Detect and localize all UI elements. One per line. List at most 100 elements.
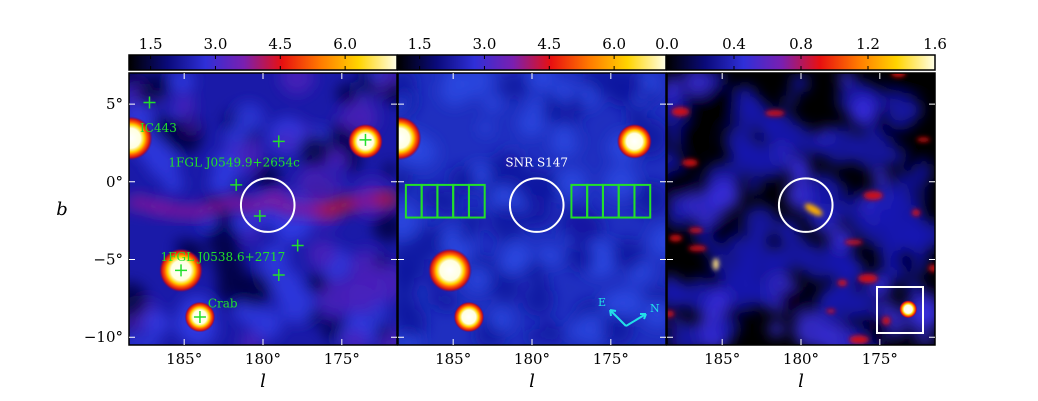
texture-blob bbox=[782, 124, 815, 157]
texture-blob bbox=[491, 273, 522, 304]
panel-3: 185° 180° 175° l 0.0 0.4 0.8 1.2 1.6 bbox=[655, 35, 947, 392]
x-tick-label: 180° bbox=[514, 350, 550, 368]
texture-blob bbox=[526, 328, 543, 345]
texture-blob bbox=[850, 97, 876, 123]
texture-blob bbox=[398, 241, 429, 281]
residual-blob bbox=[826, 308, 836, 314]
texture-blob bbox=[611, 238, 645, 272]
texture-blob bbox=[742, 204, 777, 240]
source-cross bbox=[272, 135, 285, 148]
texture-blob bbox=[422, 184, 445, 207]
source-cross bbox=[230, 178, 243, 191]
texture-blob bbox=[209, 170, 236, 197]
colorbar-tick-label: 4.5 bbox=[268, 35, 292, 53]
texture-blob bbox=[887, 73, 921, 97]
heatmap-image bbox=[667, 73, 935, 345]
texture-blob bbox=[820, 125, 860, 166]
texture-blob bbox=[479, 121, 493, 135]
texture-blob bbox=[701, 84, 742, 125]
residual-blob bbox=[928, 264, 935, 272]
colorbar-tick-label: 1.5 bbox=[408, 35, 432, 53]
texture-blob bbox=[613, 287, 644, 317]
x-tick-label: 185° bbox=[704, 350, 740, 368]
colorbar-tick-label: 6.0 bbox=[333, 35, 357, 53]
point-source bbox=[129, 116, 153, 161]
heatmap-image bbox=[129, 73, 397, 345]
texture-blob bbox=[522, 284, 555, 317]
y-tick-label: −5° bbox=[93, 251, 123, 269]
texture-blob bbox=[851, 130, 892, 171]
texture-blob bbox=[714, 318, 737, 341]
compass-north-label: N bbox=[650, 302, 660, 315]
texture-blob bbox=[239, 331, 264, 345]
x-axis-title: l bbox=[798, 371, 804, 392]
texture-blob bbox=[448, 165, 478, 195]
texture-blob bbox=[843, 185, 860, 203]
texture-blob bbox=[886, 98, 915, 127]
texture-blob bbox=[383, 163, 397, 178]
texture-blob bbox=[460, 210, 485, 234]
texture-blob bbox=[169, 73, 195, 94]
texture-blob bbox=[528, 73, 556, 91]
residual-blob bbox=[916, 137, 931, 142]
texture-blob bbox=[376, 325, 391, 340]
texture-blob bbox=[279, 73, 315, 95]
texture-blob bbox=[488, 204, 526, 242]
colorbar-tick-label: 1.2 bbox=[856, 35, 880, 53]
texture-blob bbox=[236, 271, 272, 308]
texture-blob bbox=[307, 239, 338, 269]
texture-blob bbox=[502, 241, 533, 271]
texture-blob bbox=[826, 180, 844, 198]
texture-blob bbox=[345, 155, 362, 172]
colorbar-tick-label: 6.0 bbox=[602, 35, 626, 53]
texture-blob bbox=[603, 165, 638, 199]
x-tick-label: 185° bbox=[435, 350, 471, 368]
background-region-box bbox=[633, 183, 652, 219]
label-j0549: 1FGL J0549.9+2654c bbox=[168, 155, 300, 169]
texture-blob bbox=[517, 166, 557, 206]
texture-blob bbox=[278, 287, 316, 324]
colorbar bbox=[128, 54, 398, 71]
texture-blob bbox=[436, 290, 459, 312]
texture-blob bbox=[707, 178, 742, 213]
texture-blob bbox=[667, 277, 687, 309]
texture-blob bbox=[905, 280, 923, 298]
x-tick-label: 175° bbox=[324, 350, 360, 368]
colorbar-tick-label: 0.4 bbox=[722, 35, 746, 53]
point-source bbox=[398, 116, 422, 161]
texture-blob bbox=[499, 73, 528, 100]
texture-blob bbox=[576, 312, 608, 344]
texture-blob bbox=[543, 248, 562, 266]
texture-blob bbox=[633, 181, 666, 217]
texture-blob bbox=[918, 331, 934, 345]
source-cross bbox=[253, 209, 266, 222]
texture-blob bbox=[297, 166, 332, 201]
residual-blob bbox=[882, 316, 891, 326]
source-cross bbox=[359, 133, 372, 146]
texture-blob bbox=[184, 119, 198, 133]
texture-blob bbox=[850, 278, 865, 293]
texture-blob bbox=[642, 89, 658, 105]
texture-blob bbox=[788, 158, 811, 181]
texture-blob bbox=[557, 168, 587, 198]
texture-blob bbox=[343, 329, 368, 345]
texture-blob bbox=[550, 127, 580, 157]
residual-blob bbox=[671, 107, 690, 117]
texture-blob bbox=[524, 211, 541, 228]
point-source bbox=[616, 123, 653, 159]
colorbar-tick-label: 3.0 bbox=[204, 35, 228, 53]
texture-blob bbox=[367, 73, 384, 82]
compass-east-label: E bbox=[598, 296, 606, 309]
source-cross bbox=[291, 239, 304, 252]
colorbar-tick-label: 3.0 bbox=[473, 35, 497, 53]
texture-blob bbox=[667, 165, 695, 201]
y-tick-label: 0° bbox=[106, 173, 123, 191]
texture-blob bbox=[206, 225, 240, 259]
texture-blob bbox=[647, 304, 662, 319]
texture-blob bbox=[274, 214, 305, 244]
texture-blob bbox=[790, 73, 809, 93]
texture-blob bbox=[752, 144, 788, 180]
source-cross bbox=[193, 311, 206, 324]
colorbar-tick-label: 1.5 bbox=[139, 35, 163, 53]
plane-blob bbox=[258, 191, 286, 208]
